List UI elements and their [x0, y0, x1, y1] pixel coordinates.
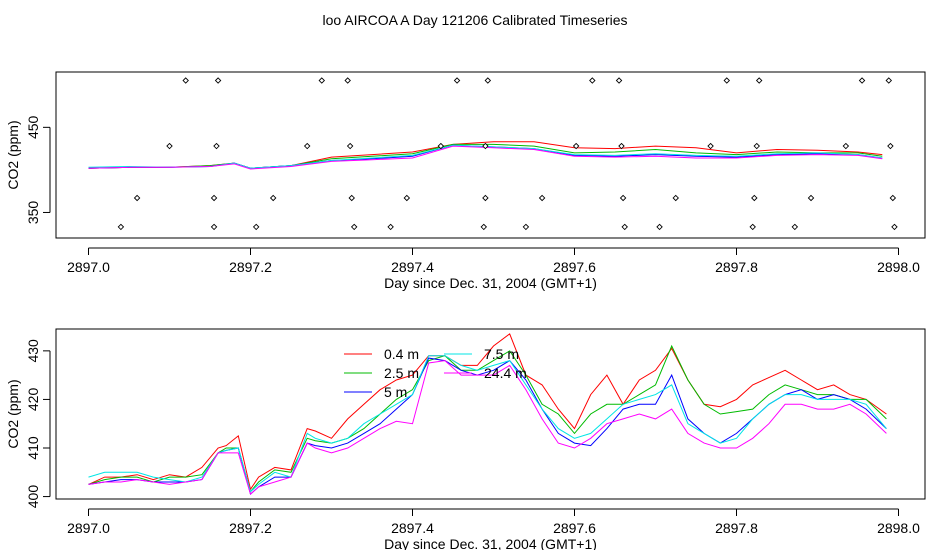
scatter-point [214, 77, 222, 84]
x-axis-label-1: Day since Dec. 31, 2004 (GMT+1) [384, 275, 597, 291]
scatter-point [589, 77, 596, 84]
scatter-point [891, 223, 898, 231]
legend-label: 5 m [384, 384, 407, 400]
plot-frame-1 [55, 71, 926, 239]
scatter-point [182, 77, 189, 84]
scatter-point [210, 194, 218, 202]
scatter-point [672, 194, 679, 202]
scatter-point [166, 142, 173, 150]
legend-label: 24.4 m [484, 365, 527, 381]
legend-label: 0.4 m [384, 346, 419, 362]
y-tick-label-2: 400 [25, 485, 41, 509]
scatter-point [889, 194, 897, 202]
x-tick-label-2: 2897.0 [67, 520, 110, 536]
series-line-2-2 [88, 344, 887, 493]
page-title: loo AIRCOA A Day 121206 Calibrated Times… [322, 12, 628, 28]
scatter-point [348, 194, 355, 202]
scatter-point [887, 142, 894, 150]
y-tick-label-2: 420 [25, 388, 41, 412]
x-tick-label-2: 2897.8 [715, 520, 758, 536]
x-tick-label-1: 2897.2 [229, 259, 272, 275]
x-tick-label-2: 2898.0 [877, 520, 920, 536]
scatter-point [615, 77, 623, 84]
scatter-point [344, 77, 351, 84]
scatter-point [807, 194, 815, 202]
scatter-point [482, 194, 489, 202]
x-tick-label-2: 2897.2 [229, 520, 272, 536]
series-line-2-4 [88, 355, 887, 493]
x-tick-label-1: 2897.8 [715, 259, 758, 275]
scatter-point [252, 223, 260, 231]
scatter-point [303, 142, 311, 150]
scatter-point [723, 77, 731, 84]
scatter-point [484, 77, 492, 84]
legend-label: 2.5 m [384, 365, 419, 381]
scatter-point [619, 194, 627, 202]
scatter-point [346, 142, 354, 150]
scatter-point [791, 223, 799, 231]
series-line-2-5 [88, 360, 887, 495]
scatter-point [437, 142, 445, 150]
scatter-point [480, 223, 488, 231]
scatter-point [751, 194, 758, 202]
scatter-point [858, 77, 866, 84]
y-tick-label-2: 410 [25, 436, 41, 460]
x-tick-label-2: 2897.4 [391, 520, 434, 536]
scatter-point [210, 223, 218, 231]
scatter-point [885, 77, 893, 84]
scatter-point [387, 223, 394, 231]
series-line-1-5 [88, 145, 883, 170]
scatter-point [269, 194, 277, 202]
scatter-point [538, 194, 546, 202]
scatter-point [618, 142, 625, 150]
scatter-point [656, 223, 663, 231]
series-line-2-1 [88, 333, 887, 491]
x-tick-label-1: 2897.0 [67, 259, 110, 275]
scatter-point [453, 77, 461, 84]
scatter-point [522, 223, 530, 231]
x-tick-label-1: 2897.4 [391, 259, 434, 275]
scatter-point [621, 223, 628, 231]
scatter-point [318, 77, 326, 84]
scatter-point [403, 194, 411, 202]
scatter-point [117, 223, 125, 231]
x-axis-label-2: Day since Dec. 31, 2004 (GMT+1) [384, 536, 597, 550]
scatter-point [213, 142, 220, 150]
y-tick-label-2: 430 [25, 339, 41, 363]
y-axis-label-1: CO2 (ppm) [5, 120, 21, 189]
scatter-point [753, 142, 760, 150]
legend-label: 7.5 m [484, 346, 519, 362]
scatter-point [707, 142, 714, 150]
scatter-point [572, 142, 580, 150]
scatter-point [755, 77, 763, 84]
plot-frame-2 [55, 328, 926, 500]
y-tick-label-1: 450 [25, 115, 41, 139]
scatter-point [350, 223, 358, 231]
scatter-point [842, 142, 850, 150]
x-tick-label-1: 2898.0 [877, 259, 920, 275]
x-tick-label-2: 2897.6 [553, 520, 596, 536]
y-axis-label-2: CO2 (ppm) [5, 379, 21, 448]
scatter-point [749, 223, 756, 231]
x-tick-label-1: 2897.6 [553, 259, 596, 275]
y-tick-label-1: 350 [25, 201, 41, 225]
scatter-point [133, 194, 141, 202]
scatter-point [482, 142, 489, 150]
